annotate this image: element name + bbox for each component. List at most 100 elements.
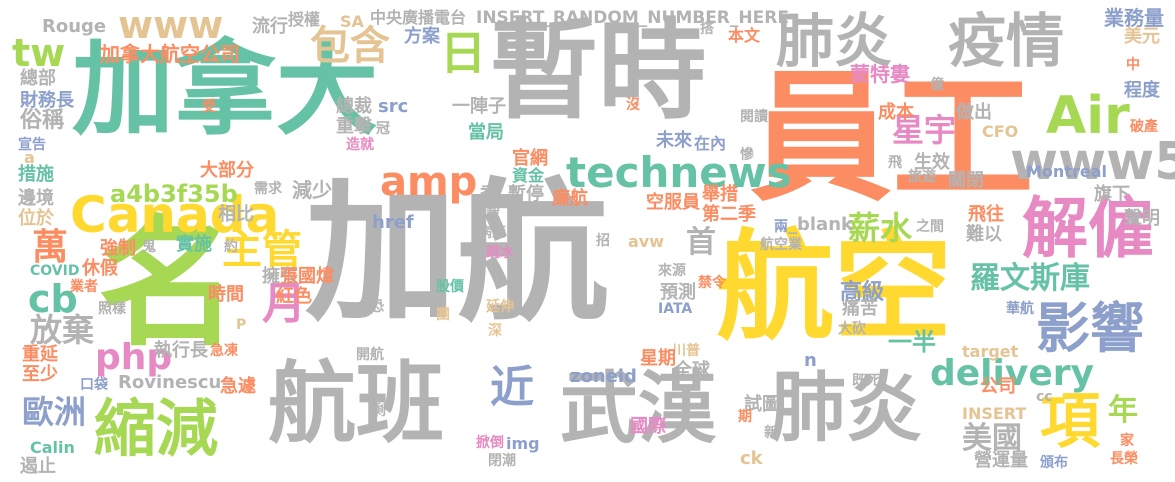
word-zoneid: zoneid — [570, 366, 637, 387]
word-leave: 休假 — [82, 258, 118, 279]
word-statement: 聲明 — [1124, 208, 1160, 229]
word-created: 造就 — [346, 137, 374, 153]
word-fly: 飛 — [888, 155, 902, 171]
word-suspend: 暫停 — [508, 184, 544, 205]
word-montreal: Montreal — [1026, 162, 1107, 181]
word-budget-airline: 廉航 — [552, 188, 588, 209]
word-demand: 需求 — [254, 181, 282, 197]
word-ban: 禁令 — [698, 275, 726, 291]
word-p: P — [236, 317, 247, 333]
word-close: 關閉 — [948, 170, 984, 191]
word-eva-air: 長榮 — [1110, 451, 1138, 467]
word-international: 國際 — [630, 416, 666, 437]
word-rovinescu-zh: 羅文斯庫 — [970, 261, 1090, 296]
word-fly-to: 飛往 — [968, 204, 1004, 225]
word-red: 紅色 — [276, 286, 312, 307]
word-at-least: 至少 — [22, 364, 58, 385]
word-curb: 遏止 — [20, 456, 56, 477]
word-force: 強制 — [100, 238, 136, 259]
word-sharp: 急遽 — [220, 376, 256, 397]
word-influence: 影響 — [1036, 297, 1144, 360]
word-located: 位於 — [18, 208, 54, 229]
word-chang-kuo-wei: 張國煒 — [280, 266, 334, 287]
word-license: 授權 — [288, 10, 321, 29]
word-href: href — [372, 212, 414, 233]
word-effect: 生效 — [914, 152, 950, 173]
word-global: 全球 — [674, 360, 710, 381]
word-between: 之間 — [916, 219, 944, 235]
word-covid: COVID — [30, 263, 80, 279]
word-first: 首 — [686, 225, 716, 260]
word-announce: 宣告 — [18, 137, 46, 153]
word-rti: 中央廣播電台 — [370, 8, 467, 27]
word-wuhan: 武漢 — [560, 364, 717, 454]
word-time: 時間 — [208, 284, 244, 305]
word-measures: 措施 — [18, 164, 54, 185]
word-travel: 旅遊 — [908, 169, 936, 185]
word-blank: _blank — [788, 214, 853, 235]
word-employee: 員工 — [750, 56, 1034, 221]
word-salary: 薪水 — [848, 209, 913, 247]
word-most: 大部分 — [200, 160, 254, 181]
word-cc: cc — [1036, 389, 1053, 405]
word-cost: 成本 — [878, 102, 914, 123]
word-repost: 轉載 — [472, 207, 500, 223]
word-pneumonia-upper: 肺炎 — [776, 7, 893, 75]
word-ming: 名 — [98, 203, 239, 366]
word-compare: 相比 — [218, 204, 254, 225]
word-n: n — [804, 350, 817, 371]
word-starlux: 星宇 — [892, 111, 957, 149]
word-ck: ck — [740, 448, 763, 469]
word-sa: SA — [340, 12, 364, 31]
word-treasurer: 財務長 — [20, 90, 74, 111]
word-hq: 總部 — [20, 68, 56, 89]
word-montreal-zh: 蒙特婁 — [850, 62, 910, 86]
word-funds: 資金 — [512, 166, 545, 185]
word-new: 新 — [764, 425, 778, 441]
word-remain: 剩 — [372, 403, 386, 419]
word-fear: 恐 — [370, 299, 384, 315]
word-target: target — [962, 342, 1019, 361]
word-heavy-blow: 重擊 — [336, 116, 372, 137]
word-sick-death: 病死 — [478, 225, 506, 241]
word-www5: www5 — [1010, 132, 1175, 192]
word-insert-random: INSERT_RANDOM_NUMBER_HERE — [476, 8, 789, 28]
word-subsidiary: 旗下 — [1094, 184, 1130, 205]
word-about: 約 — [224, 239, 238, 255]
word-stock-price: 股價 — [436, 279, 464, 295]
word-extend: 延伸 — [486, 299, 514, 315]
word-china-airlines: 華航 — [1006, 301, 1034, 317]
word-supervisor: 主管 — [222, 227, 302, 273]
word-initiative: 舉措 — [702, 184, 738, 205]
word-usd: 美元 — [1124, 26, 1160, 47]
word-temporary: 暫時 — [490, 9, 707, 134]
word-calin: Calin — [30, 438, 75, 457]
word-article: 本文 — [728, 26, 761, 45]
word-recruit: 招 — [596, 233, 610, 249]
word-www: www — [118, 3, 224, 47]
word-group: 團 — [436, 307, 450, 323]
word-painful: 痛苦 — [842, 298, 878, 319]
word-air-canada-company: 加拿大航空公司 — [100, 42, 240, 66]
word-near: 近 — [490, 362, 534, 413]
word-plan: 方案 — [404, 26, 440, 47]
word-img: img — [506, 434, 540, 453]
word-home: 家 — [1120, 433, 1134, 449]
word-two: 兩 — [774, 219, 788, 235]
word-usa: 美國 — [962, 421, 1022, 456]
word-source: 來源 — [658, 263, 686, 279]
word-pocket: 口袋 — [80, 377, 108, 393]
word-rouge: Rouge — [42, 16, 107, 37]
word-item: 項 — [1040, 387, 1100, 457]
word-iata: IATA — [658, 301, 693, 317]
word-insert: INSERT — [962, 404, 1027, 423]
word-company: 公司 — [980, 376, 1016, 397]
word-inside: 在內 — [694, 134, 727, 153]
word-border: 邊境 — [18, 188, 54, 209]
word-canada: 加拿大 — [72, 31, 378, 150]
word-overturn: 掀倒 — [476, 435, 504, 451]
word-q2: 第二季 — [702, 204, 756, 225]
word-flight-attendant: 空服員 — [646, 192, 700, 213]
word-bankrupt: 破產 — [1130, 119, 1158, 135]
word-forecast: 預測 — [660, 282, 696, 303]
